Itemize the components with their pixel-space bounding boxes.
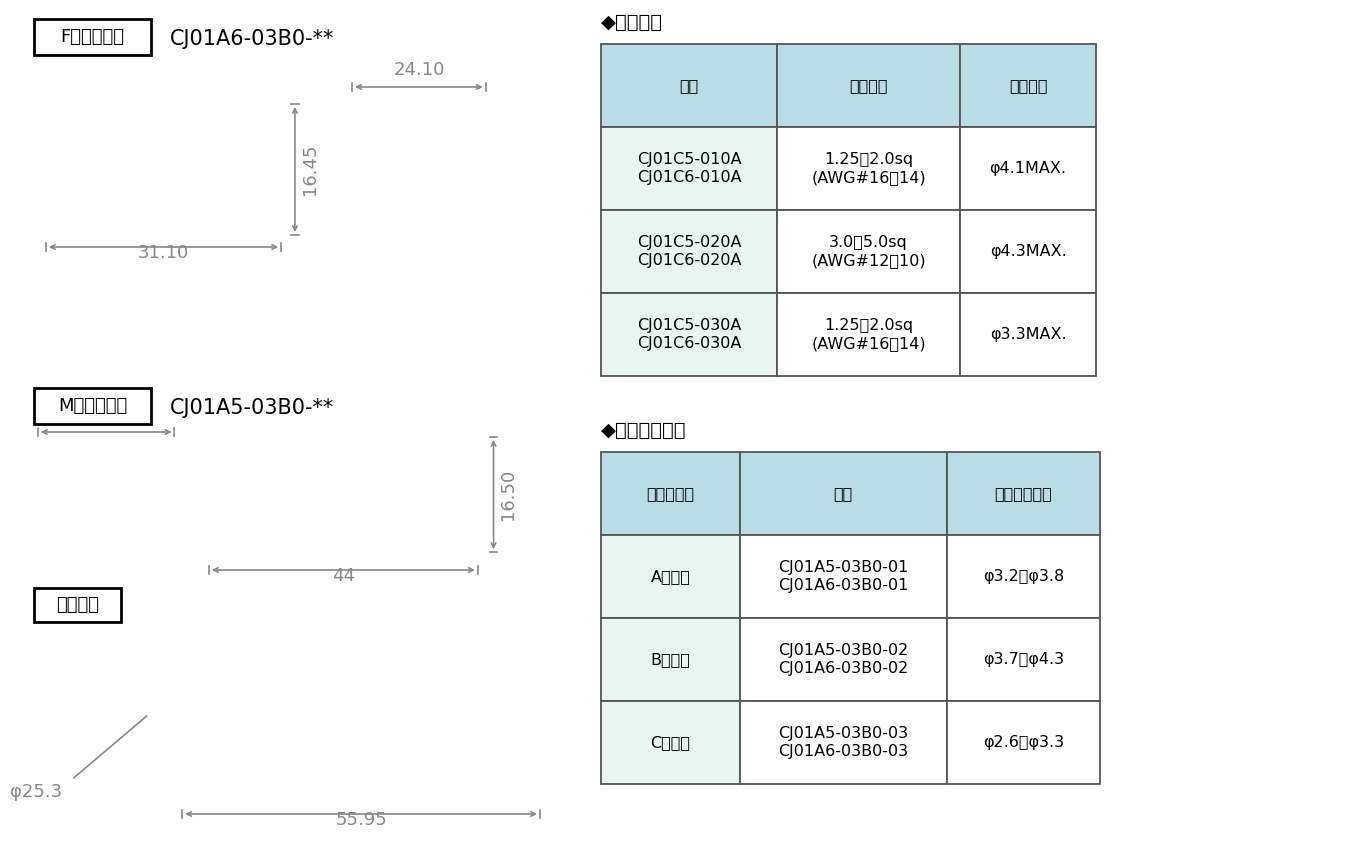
Text: 44: 44	[332, 567, 355, 585]
Text: 被覆外径: 被覆外径	[1009, 78, 1047, 93]
Text: (AWG#12～10): (AWG#12～10)	[811, 253, 925, 268]
Bar	[740, 452, 947, 535]
Bar	[34, 588, 121, 622]
Text: 製品タイプ: 製品タイプ	[647, 486, 695, 501]
Bar	[601, 618, 740, 701]
Text: 適用被覆外径: 適用被覆外径	[995, 486, 1052, 501]
Bar	[601, 210, 777, 293]
Text: CJ01A5-03B0-01: CJ01A5-03B0-01	[778, 561, 909, 575]
Bar	[601, 452, 740, 535]
Text: 24.10: 24.10	[393, 61, 445, 79]
Bar	[601, 535, 740, 618]
Bar	[601, 293, 777, 376]
Text: CJ01C5-010A: CJ01C5-010A	[637, 152, 741, 168]
Text: φ4.1MAX.: φ4.1MAX.	[990, 161, 1066, 176]
Bar	[960, 127, 1096, 210]
Text: 31.10: 31.10	[138, 244, 190, 262]
Bar	[601, 44, 777, 127]
Text: CJ01A5-03B0-**: CJ01A5-03B0-**	[169, 398, 333, 418]
Text: 3.0～5.0sq: 3.0～5.0sq	[829, 236, 908, 250]
Text: CJ01A6-03B0-03: CJ01A6-03B0-03	[778, 743, 908, 759]
Text: 適合電線: 適合電線	[849, 78, 887, 93]
Bar	[601, 701, 740, 784]
Text: φ4.3MAX.: φ4.3MAX.	[990, 244, 1066, 259]
Bar	[947, 618, 1100, 701]
Text: 嵌合状態: 嵌合状態	[56, 596, 100, 614]
Text: Mハウジング: Mハウジング	[57, 397, 127, 415]
Text: 1.25～2.0sq: 1.25～2.0sq	[824, 152, 913, 168]
Text: CJ01C5-030A: CJ01C5-030A	[637, 318, 741, 333]
Bar	[601, 127, 777, 210]
Text: CJ01A6-03B0-02: CJ01A6-03B0-02	[778, 661, 909, 675]
Text: (AWG#16～14): (AWG#16～14)	[811, 169, 925, 184]
Bar	[960, 210, 1096, 293]
Text: 品番: 品番	[680, 78, 699, 93]
Bar	[960, 44, 1096, 127]
Text: φ3.3MAX.: φ3.3MAX.	[990, 327, 1066, 342]
Text: Bタイプ: Bタイプ	[651, 652, 691, 667]
Text: CJ01C6-020A: CJ01C6-020A	[637, 253, 741, 268]
Bar	[34, 19, 150, 55]
Text: Cタイプ: Cタイプ	[650, 735, 691, 750]
Bar	[947, 452, 1100, 535]
Bar	[777, 44, 960, 127]
Text: ◆適用被覆外径: ◆適用被覆外径	[601, 420, 687, 440]
Text: CJ01C6-030A: CJ01C6-030A	[637, 336, 741, 350]
Text: ◆適用電線: ◆適用電線	[601, 13, 663, 31]
Bar	[777, 210, 960, 293]
Text: φ25.3: φ25.3	[10, 783, 61, 801]
Bar	[960, 293, 1096, 376]
Text: φ2.6～φ3.3: φ2.6～φ3.3	[983, 735, 1065, 750]
Bar	[740, 535, 947, 618]
Text: CJ01A5-03B0-02: CJ01A5-03B0-02	[778, 643, 909, 658]
Text: φ3.2～φ3.8: φ3.2～φ3.8	[983, 569, 1065, 584]
Text: 品番: 品番	[834, 486, 853, 501]
Bar	[947, 701, 1100, 784]
Text: (AWG#16～14): (AWG#16～14)	[811, 336, 925, 350]
Text: CJ01A6-03B0-**: CJ01A6-03B0-**	[169, 29, 334, 49]
Bar	[740, 701, 947, 784]
Text: CJ01A5-03B0-03: CJ01A5-03B0-03	[778, 727, 908, 741]
Text: 16.45: 16.45	[300, 144, 319, 195]
Text: Aタイプ: Aタイプ	[651, 569, 691, 584]
Bar	[777, 127, 960, 210]
Bar	[947, 535, 1100, 618]
Text: 1.25～2.0sq: 1.25～2.0sq	[824, 318, 913, 333]
Text: 24.10: 24.10	[81, 406, 132, 424]
Text: CJ01C6-010A: CJ01C6-010A	[637, 169, 741, 184]
Text: CJ01A6-03B0-01: CJ01A6-03B0-01	[778, 578, 909, 593]
Bar	[740, 618, 947, 701]
Bar	[777, 293, 960, 376]
Bar	[34, 388, 150, 424]
Text: φ3.7～φ4.3: φ3.7～φ4.3	[983, 652, 1065, 667]
Text: 16.50: 16.50	[500, 469, 517, 520]
Text: Fハウジング: Fハウジング	[60, 28, 124, 46]
Text: 55.95: 55.95	[336, 811, 388, 829]
Text: CJ01C5-020A: CJ01C5-020A	[637, 236, 741, 250]
